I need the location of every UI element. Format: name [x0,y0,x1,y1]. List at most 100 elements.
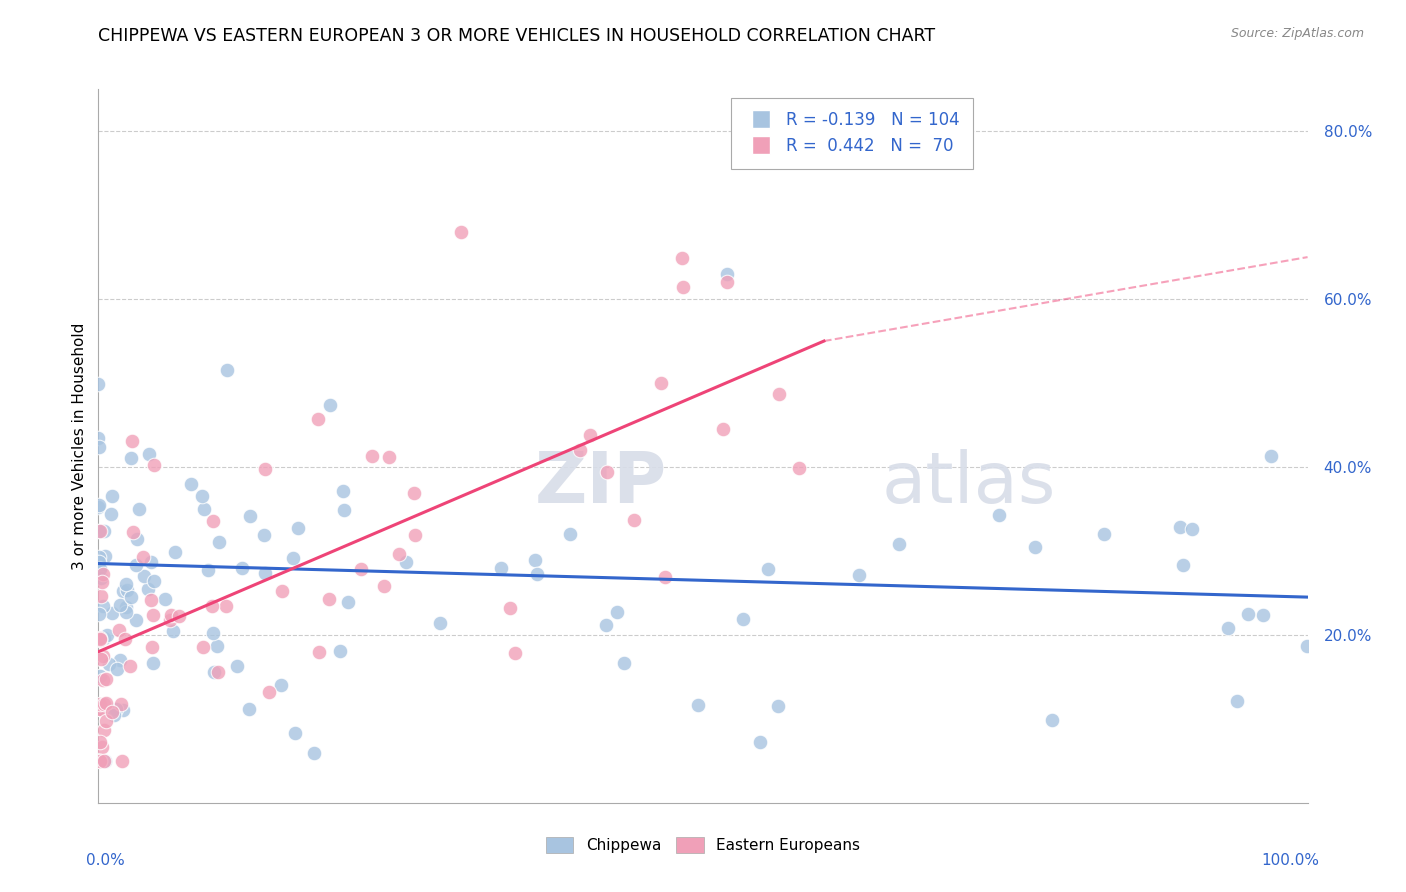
Point [127,532,149,546]
Point [654,569,676,583]
Point [429,615,451,630]
Point [489,561,512,575]
Point [132,549,155,564]
Point [526,567,548,582]
Point [202,665,225,680]
Text: Source: ZipAtlas.com: Source: ZipAtlas.com [1230,27,1364,40]
Point [128,501,150,516]
Point [143,458,166,472]
Point [89,697,111,711]
Point [231,561,253,575]
Point [1237,607,1260,621]
Point [606,605,628,619]
Point [394,555,416,569]
Point [87,500,110,515]
Point [191,489,214,503]
Point [100,606,122,620]
Point [215,599,238,614]
Text: ZIP: ZIP [534,450,666,518]
Point [125,613,148,627]
Point [115,605,138,619]
Point [89,632,111,646]
Point [579,428,602,442]
Point [404,528,426,542]
Point [114,632,136,647]
Point [90,651,112,665]
Point [308,645,330,659]
Point [498,600,520,615]
Point [96,696,118,710]
Point [107,624,129,638]
Point [254,462,277,476]
Point [138,447,160,461]
Point [239,509,262,524]
Point [89,735,111,749]
Point [672,279,695,293]
Point [89,754,111,768]
Point [87,556,110,570]
Point [108,653,131,667]
Point [270,678,292,692]
Point [163,545,186,559]
Point [159,613,181,627]
Point [89,633,111,648]
Point [141,640,163,654]
Point [89,562,111,576]
Point [503,646,526,660]
Point [329,643,352,657]
Point [100,507,122,521]
Point [787,460,810,475]
Point [716,267,738,281]
Point [162,624,184,638]
Text: CHIPPEWA VS EASTERN EUROPEAN 3 OR MORE VEHICLES IN HOUSEHOLD CORRELATION CHART: CHIPPEWA VS EASTERN EUROPEAN 3 OR MORE V… [98,27,935,45]
Point [98,657,121,672]
Point [766,698,789,713]
Point [333,502,356,516]
Point [87,377,110,392]
Point [180,476,202,491]
Point [115,577,138,591]
Point [202,515,225,529]
Point [90,570,112,584]
Point [110,754,132,768]
Point [89,524,111,538]
Point [89,669,111,683]
Point [160,608,183,623]
Point [93,754,115,768]
Point [568,443,591,458]
Point [110,697,132,711]
Point [207,665,229,679]
Point [139,593,162,607]
Point [205,639,228,653]
Point [115,599,138,614]
Point [768,387,790,401]
Point [91,648,114,663]
Point [201,626,224,640]
Point [90,589,112,603]
Point [91,567,114,582]
Point [136,582,159,597]
Point [388,547,411,561]
Point [191,640,214,654]
Point [988,508,1011,522]
Point [716,275,738,289]
Text: 0.0%: 0.0% [86,853,125,868]
Point [101,706,124,720]
Point [141,556,163,570]
Point [94,714,117,729]
Point [731,612,754,626]
Text: 100.0%: 100.0% [1261,853,1320,868]
Text: atlas: atlas [882,450,1056,518]
Point [217,363,239,377]
Point [155,592,177,607]
Point [270,584,292,599]
Point [560,527,582,541]
Point [87,498,110,512]
Point [105,662,128,676]
Point [142,574,165,588]
Point [302,746,325,760]
Point [93,697,115,711]
Point [1260,449,1282,463]
Point [749,735,772,749]
Point [259,685,281,699]
